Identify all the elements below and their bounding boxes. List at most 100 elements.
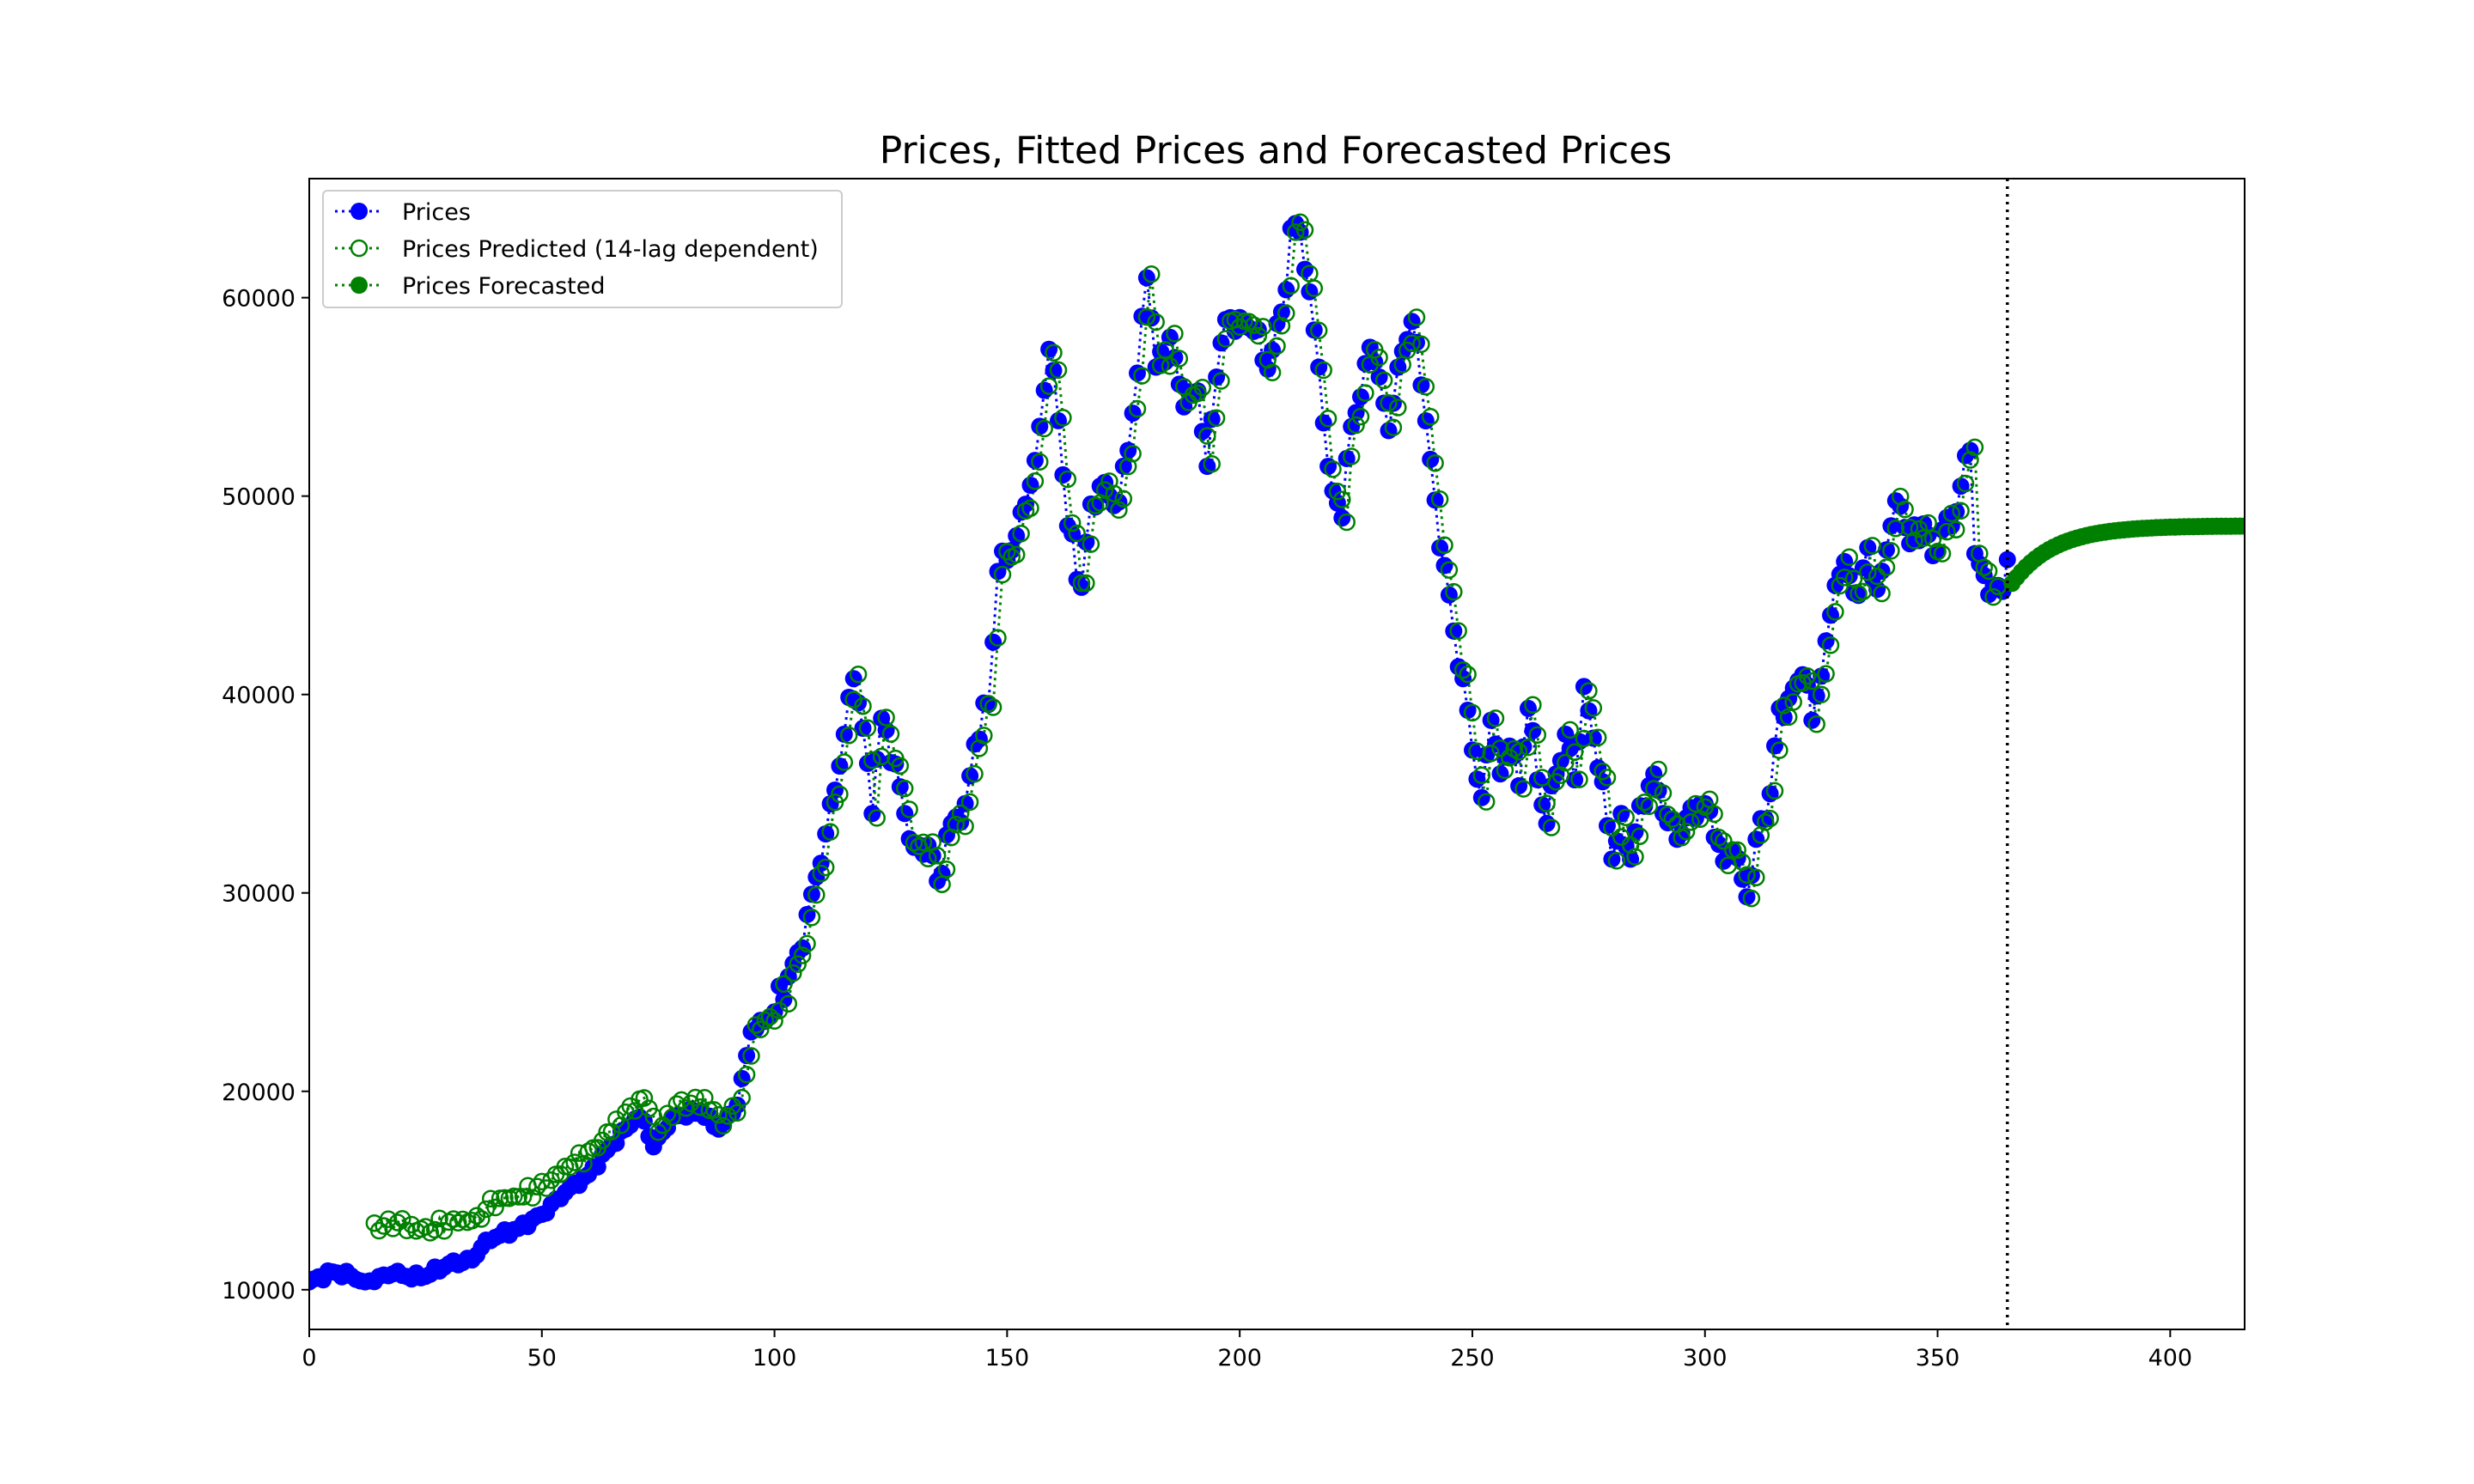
predicted-point: [733, 1089, 751, 1107]
predicted-point: [1440, 561, 1459, 579]
predicted-point: [1738, 866, 1756, 885]
predicted-point: [719, 1107, 737, 1125]
predicted-point: [1417, 378, 1435, 396]
predicted-point: [1216, 330, 1235, 348]
predicted-point: [947, 815, 966, 834]
predicted-point: [575, 1154, 593, 1173]
y-tick-label: 40000: [222, 683, 296, 709]
predicted-point: [1389, 398, 1407, 417]
predicted-point: [1952, 502, 1970, 520]
predicted-point: [1896, 500, 1914, 519]
predicted-point: [1831, 576, 1849, 595]
prices-point: [1021, 477, 1039, 494]
predicted-point: [872, 747, 891, 766]
legend-marker-forecasted: [350, 277, 368, 294]
plot-area: [309, 179, 2245, 1329]
predicted-point: [1756, 813, 1775, 831]
predicted-point: [602, 1122, 621, 1140]
predicted-point: [1384, 418, 1403, 436]
predicted-point: [816, 858, 835, 877]
predicted-point: [1677, 823, 1696, 841]
predicted-point: [1728, 841, 1746, 860]
predicted-point: [710, 1105, 728, 1124]
predicted-point: [1356, 384, 1374, 402]
prices-point: [1528, 771, 1546, 788]
predicted-point: [1575, 729, 1593, 748]
predicted-point: [1230, 318, 1249, 337]
prices-point: [1352, 388, 1369, 406]
predicted-point: [844, 690, 862, 709]
predicted-point: [1528, 726, 1547, 744]
predicted-point: [1472, 766, 1491, 784]
prices-point: [1482, 711, 1500, 729]
predicted-point: [1775, 696, 1794, 715]
predicted-point: [1854, 582, 1873, 601]
prices-point: [1040, 340, 1058, 358]
predicted-point: [742, 1047, 760, 1065]
prices-point: [1119, 441, 1137, 459]
prices-point: [1929, 543, 1947, 561]
predicted-point: [1314, 361, 1332, 380]
predicted-point: [928, 847, 947, 865]
predicted-point: [1570, 770, 1588, 788]
predicted-point: [1277, 304, 1295, 323]
prices-point: [1203, 411, 1221, 429]
predicted-point: [1245, 316, 1263, 334]
predicted-point: [1584, 699, 1603, 717]
predicted-point: [1821, 636, 1840, 654]
predicted-point: [975, 727, 993, 745]
legend-entry-forecasted: Prices Forecasted: [335, 273, 606, 300]
predicted-point: [1519, 738, 1538, 757]
predicted-point: [1765, 782, 1784, 800]
plot-frame: [308, 178, 2245, 1330]
legend-marker-prices: [350, 203, 368, 220]
predicted-point: [425, 1220, 444, 1239]
predicted-point: [393, 1210, 411, 1228]
predicted-point: [1557, 753, 1575, 772]
predicted-point: [881, 725, 900, 743]
predicted-point: [1077, 574, 1095, 593]
prices-point: [877, 721, 895, 739]
x-tick-label: 0: [302, 1345, 316, 1371]
predicted-point: [1045, 344, 1063, 362]
prices-point: [961, 767, 979, 785]
predicted-point: [1063, 514, 1082, 532]
predicted-point: [714, 1116, 733, 1135]
predicted-point: [779, 994, 798, 1013]
predicted-point: [1975, 558, 1993, 576]
predicted-point: [481, 1189, 500, 1208]
prices-point: [1212, 334, 1230, 352]
predicted-point: [937, 861, 956, 879]
prices-point: [850, 694, 868, 712]
predicted-point: [1938, 522, 1956, 541]
prices-point: [1817, 632, 1835, 650]
predicted-point: [1463, 703, 1482, 722]
predicted-point: [528, 1177, 546, 1195]
prices-point: [1510, 777, 1528, 794]
prices-point: [1822, 606, 1839, 624]
predicted-point: [854, 696, 872, 715]
prices-point: [1114, 457, 1132, 475]
prices-point: [891, 778, 909, 796]
predicted-point: [835, 753, 854, 771]
predicted-point: [1082, 535, 1100, 553]
predicted-point: [1370, 349, 1388, 367]
chart-title: Prices, Fitted Prices and Forecasted Pri…: [880, 129, 1673, 173]
prices-point: [1054, 465, 1072, 484]
predicted-point: [523, 1189, 542, 1207]
prices-point: [1807, 687, 1825, 705]
predicted-point: [1095, 481, 1114, 499]
prices-point: [1137, 269, 1155, 287]
predicted-point: [1640, 797, 1659, 816]
predicted-point: [463, 1211, 481, 1230]
predicted-point: [1035, 419, 1053, 438]
predicted-point: [1058, 470, 1077, 489]
legend-entry-predicted: Prices Predicted (14-lag dependent): [335, 236, 819, 263]
predicted-point: [984, 698, 1002, 716]
predicted-point: [1338, 513, 1356, 532]
predicted-point: [472, 1210, 491, 1228]
prices-point: [1296, 260, 1313, 278]
prices-point: [1319, 458, 1338, 475]
legend-box: [322, 190, 843, 308]
